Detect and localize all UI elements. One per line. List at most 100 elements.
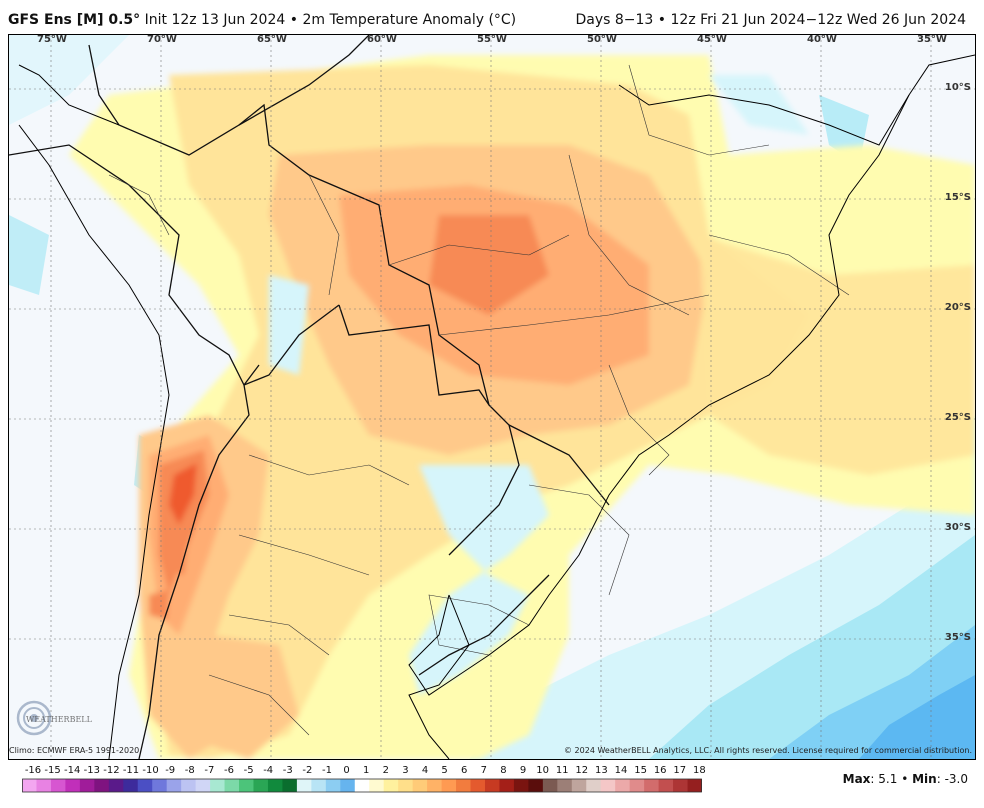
- colorbar-tick-label: -10: [142, 765, 159, 776]
- coastline: [18, 54, 975, 759]
- lon-label-70w: 70°W: [147, 34, 177, 45]
- colorbar-swatch: [311, 779, 327, 792]
- max-value: 5.1: [878, 772, 898, 786]
- colorbar-tick-label: 0: [343, 765, 350, 776]
- colorbar-tick-label: -13: [83, 765, 100, 776]
- colorbar-swatch: [615, 779, 631, 792]
- colorbar-tick-label: 8: [500, 765, 507, 776]
- colorbar-swatch: [152, 779, 168, 792]
- colorbar-tick-label: 10: [536, 765, 549, 776]
- colorbar-swatch: [282, 779, 298, 792]
- lon-label-60w: 60°W: [367, 34, 397, 45]
- colorbar-swatch: [325, 779, 341, 792]
- state-borders: [108, 64, 850, 736]
- cool-land-pockets: [269, 75, 809, 695]
- colorbar-swatch: [181, 779, 197, 792]
- climo-note: Climo: ECMWF ERA-5 1991-2020: [9, 746, 140, 755]
- colorbar-swatch: [50, 779, 66, 792]
- header-separator: •: [289, 12, 298, 28]
- colorbar-swatch: [94, 779, 110, 792]
- min-label: Min: [912, 772, 937, 786]
- colorbar-swatch: [629, 779, 645, 792]
- colorbar-tick-label: 9: [519, 765, 527, 776]
- lon-label-35w: 35°W: [917, 34, 947, 45]
- colorbar-swatch: [499, 779, 515, 792]
- colorbar-swatch: [673, 779, 688, 792]
- lat-label-20s: 20°S: [944, 302, 971, 313]
- lat-label-10s: 10°S: [944, 82, 971, 93]
- colorbar-swatch: [441, 779, 457, 792]
- colorbar-tick-label: -15: [44, 765, 61, 776]
- colorbar-tick-label: 2: [382, 765, 389, 776]
- colorbar-tick-label: 7: [480, 765, 487, 776]
- colorbar-tick-label: 1: [363, 765, 370, 776]
- colorbar-tick-label: -8: [184, 765, 195, 776]
- init-time: Init 12z 13 Jun 2024: [144, 12, 286, 28]
- colorbar-tick-label: 13: [595, 765, 608, 776]
- colorbar-swatch: [195, 779, 211, 792]
- colorbar-swatch: [354, 779, 370, 792]
- colorbar-swatch: [398, 779, 414, 792]
- model-degree: °: [133, 12, 141, 28]
- colorbar-swatch: [166, 779, 182, 792]
- colorbar-swatch: [557, 779, 573, 792]
- lat-label-25s: 25°S: [944, 412, 971, 423]
- header-title: GFS Ens [M] 0.5° Init 12z 13 Jun 2024 • …: [8, 12, 516, 28]
- colorbar-tick-label: 18: [693, 765, 706, 776]
- colorbar-tick-label: 11: [555, 765, 569, 776]
- positive-anomaly-land: [69, 55, 975, 759]
- colorbar-swatch: [296, 779, 312, 792]
- colorbar-swatch: [36, 779, 52, 792]
- colorbar-tick-label: -7: [204, 765, 215, 776]
- variable-name: 2m Temperature Anomaly (°C): [302, 12, 517, 28]
- colorbar-swatch: [412, 779, 428, 792]
- colorbar-tick-label: -3: [282, 765, 293, 776]
- colorbar-tick-label: -1: [322, 765, 332, 776]
- lon-label-50w: 50°W: [587, 34, 617, 45]
- graticule: [9, 35, 975, 759]
- logo-text: WEATHERBELL: [26, 715, 93, 724]
- max-min-readout: Max: 5.1 • Min: -3.0: [842, 772, 968, 786]
- colorbar-swatch: [340, 779, 356, 792]
- lon-label-45w: 45°W: [697, 34, 727, 45]
- colorbar-swatch: [123, 779, 139, 792]
- lon-label-40w: 40°W: [807, 34, 837, 45]
- colorbar-tick-label: -12: [103, 765, 120, 776]
- stats-separator: •: [901, 772, 909, 786]
- colorbar-swatch: [542, 779, 558, 792]
- colorbar-swatch: [383, 779, 399, 792]
- colorbar-tick-label: 15: [634, 765, 647, 776]
- colorbar-swatch: [108, 779, 124, 792]
- colorbar-tick-label: -2: [302, 765, 313, 776]
- colorbar-tick-label: -5: [243, 765, 254, 776]
- colorbar-swatch: [456, 779, 471, 792]
- colorbar-tick-label: 16: [653, 765, 667, 776]
- colorbar-tick-label: 3: [402, 765, 409, 776]
- colorbar-tick-label: -11: [122, 765, 140, 776]
- colorbar-swatch: [687, 779, 702, 792]
- colorbar-swatch: [224, 779, 240, 792]
- colorbar-swatch: [571, 779, 587, 792]
- lon-label-55w: 55°W: [477, 34, 507, 45]
- colorbar-swatch: [513, 779, 529, 792]
- colorbar-swatch: [79, 779, 95, 792]
- copyright-note: © 2024 WeatherBELL Analytics, LLC. All r…: [564, 746, 972, 755]
- colorbar-tick-label: 17: [673, 765, 687, 776]
- colorbar-swatch: [600, 779, 616, 792]
- colorbar-swatch: [644, 779, 659, 792]
- colorbar: [22, 778, 702, 793]
- colorbar-tick-label: 14: [614, 765, 628, 776]
- valid-period: Days 8−13 • 12z Fri 21 Jun 2024−12z Wed …: [575, 12, 967, 28]
- model-name: GFS Ens [M] 0.5: [8, 12, 134, 28]
- anomaly-map: 75°W 70°W 65°W 60°W 55°W 50°W 45°W 40°W …: [8, 34, 976, 760]
- colorbar-swatch: [427, 779, 442, 792]
- country-borders: [9, 35, 610, 759]
- colorbar-tick-label: 4: [421, 765, 429, 776]
- colorbar-swatch: [253, 779, 269, 792]
- map-canvas: [9, 35, 975, 759]
- colorbar-swatch: [586, 779, 602, 792]
- colorbar-swatch: [470, 779, 486, 792]
- colorbar-tick-label: -14: [64, 765, 81, 776]
- colorbar-tick-label: 12: [575, 765, 589, 776]
- lat-label-35s: 35°S: [944, 632, 971, 643]
